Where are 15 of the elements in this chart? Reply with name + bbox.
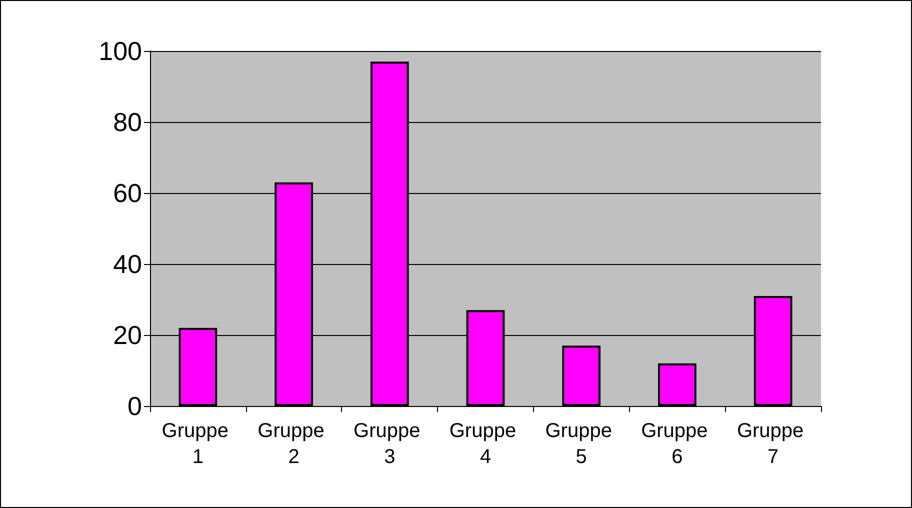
x-tick-label: Gruppe 1: [162, 420, 234, 468]
y-tick-label: 0: [128, 391, 142, 421]
x-tick-label: Gruppe 3: [354, 420, 426, 468]
x-tick-label: Gruppe 6: [641, 420, 714, 468]
bar: [562, 346, 601, 406]
y-tick-label: 100: [98, 36, 142, 66]
x-tick-label: Gruppe 5: [545, 420, 618, 468]
y-tick-label: 80: [113, 107, 142, 137]
y-tick-label: 40: [113, 249, 142, 279]
bar: [658, 363, 696, 406]
y-tick-label: 60: [113, 178, 142, 208]
x-tick-label: Gruppe 4: [449, 420, 522, 468]
x-tick-label: Gruppe 7: [736, 420, 810, 468]
x-tick-label: Gruppe 2: [258, 420, 330, 468]
y-tick-label: 20: [113, 320, 142, 350]
